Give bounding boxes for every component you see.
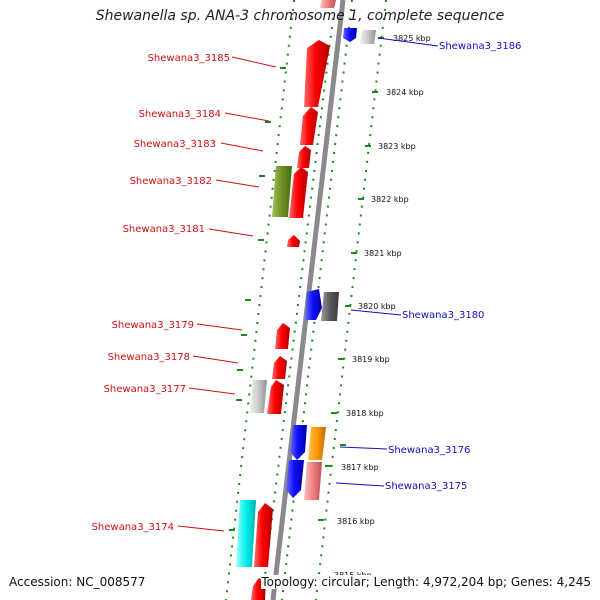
gene-label-left[interactable]: Shewana3_3174 xyxy=(92,522,174,533)
kbp-label: 3817 kbp xyxy=(341,463,379,472)
kbp-label: 3820 kbp xyxy=(358,302,396,311)
right-leader-lines xyxy=(335,37,439,487)
kbp-label: 3821 kbp xyxy=(364,249,402,258)
gene-shewana3-3183-arrow[interactable] xyxy=(297,146,311,168)
gene-shewana3-3179-arrow[interactable] xyxy=(275,323,290,349)
gene-shewana3-3184-arrow[interactable] xyxy=(300,107,318,145)
kbp-label: 3818 kbp xyxy=(346,409,384,418)
gene-shewana3-3174-arrow[interactable] xyxy=(254,503,273,567)
gene-shewana3-3185-arrow[interactable] xyxy=(304,40,330,107)
gene-dark-gray-box[interactable] xyxy=(321,292,339,321)
topology-text: Topology: circular; Length: 4,972,204 bp… xyxy=(261,575,591,589)
gene-label-right[interactable]: Shewana3_3186 xyxy=(439,41,521,52)
gene-pink-box[interactable] xyxy=(304,462,322,500)
gene-label-left[interactable]: Shewana3_3184 xyxy=(139,109,221,120)
gene-shewana3-3182-arrow[interactable] xyxy=(289,167,308,218)
gene-orange-box[interactable] xyxy=(308,427,326,460)
kbp-label: 3822 kbp xyxy=(371,195,409,204)
kbp-label: 3819 kbp xyxy=(352,355,390,364)
gene-label-left[interactable]: Shewana3_3183 xyxy=(134,139,216,150)
gene-label-left[interactable]: Shewana3_3185 xyxy=(148,53,230,64)
gene-top-cut-box[interactable] xyxy=(320,0,336,8)
inner-right-dotted-track xyxy=(281,0,353,600)
gene-label-right[interactable]: Shewana3_3175 xyxy=(385,481,467,492)
accession-text: Accession: NC_008577 xyxy=(9,575,146,589)
gene-shewana3-3186-arrow[interactable] xyxy=(343,28,357,42)
gene-label-right[interactable]: Shewana3_3180 xyxy=(402,310,484,321)
gene-label-right[interactable]: Shewana3_3176 xyxy=(388,445,470,456)
kbp-label: 3823 kbp xyxy=(378,142,416,151)
gene-shewana3-3177-arrow[interactable] xyxy=(267,380,284,414)
left-leader-lines xyxy=(177,56,277,532)
gene-label-left[interactable]: Shewana3_3177 xyxy=(104,384,186,395)
gene-label-left[interactable]: Shewana3_3178 xyxy=(108,352,190,363)
gene-shewana3-3175-arrow[interactable] xyxy=(286,460,304,498)
gene-shewana3-3181-arrow[interactable] xyxy=(287,235,300,247)
kbp-label: 3824 kbp xyxy=(386,88,424,97)
kbp-label: 3825 kbp xyxy=(393,34,431,43)
kbp-label: 3816 kbp xyxy=(337,517,375,526)
gene-shewana3-3176-arrow[interactable] xyxy=(290,425,307,460)
outer-left-dotted-track xyxy=(225,0,295,600)
gene-label-left[interactable]: Shewana3_3182 xyxy=(130,176,212,187)
gene-olive-box[interactable] xyxy=(272,166,292,217)
gene-label-left[interactable]: Shewana3_3181 xyxy=(123,224,205,235)
gene-shewana3-3180-arrow[interactable] xyxy=(305,289,322,320)
gene-label-left[interactable]: Shewana3_3179 xyxy=(112,320,194,331)
gene-cyan-box[interactable] xyxy=(236,500,256,567)
page-title: Shewanella sp. ANA-3 chromosome 1, compl… xyxy=(95,8,505,24)
ruler-ticks xyxy=(229,37,384,531)
gene-shewana3-3178-arrow[interactable] xyxy=(272,356,287,379)
outer-right-dotted-track xyxy=(315,0,387,600)
gene-light-gray-box[interactable] xyxy=(250,380,267,413)
gene-neighbor-gray-box[interactable] xyxy=(360,30,376,44)
